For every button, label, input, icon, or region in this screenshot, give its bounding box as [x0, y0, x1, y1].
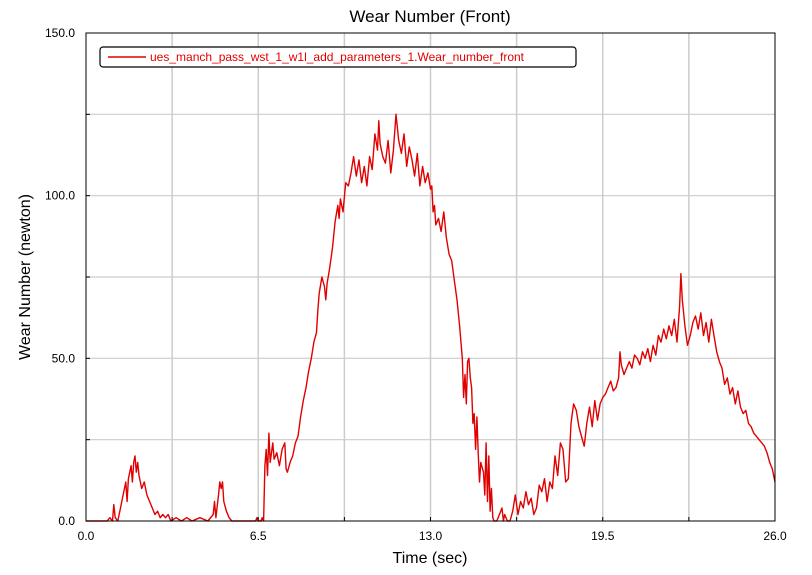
chart-title: Wear Number (Front) [349, 7, 510, 26]
legend-box [99, 46, 577, 68]
series-line [86, 113, 776, 522]
legend-entry: ues_manch_pass_wst_1_w1l_add_parameters_… [150, 50, 525, 64]
x-axis-title: Time (sec) [393, 550, 468, 567]
x-tick-label: 19.5 [591, 529, 615, 543]
y-tick-label: 0.0 [58, 514, 75, 528]
y-tick-label: 100.0 [45, 189, 75, 203]
grid-lines [86, 33, 775, 521]
y-tick-label: 50.0 [52, 351, 76, 365]
legend: ues_manch_pass_wst_1_w1l_add_parameters_… [99, 46, 577, 68]
x-tick-label: 13.0 [419, 529, 443, 543]
x-tick-label: 6.5 [250, 529, 267, 543]
y-tick-label: 150.0 [45, 26, 75, 40]
y-axis-title: Wear Number (newton) [17, 194, 34, 360]
x-tick-label: 0.0 [78, 529, 95, 543]
axis-ticks: 0.0 6.5 13.0 19.5 26.0 0.0 50.0 100.0 150.0 [45, 26, 787, 543]
x-tick-label: 26.0 [763, 529, 787, 543]
series-layer [86, 113, 776, 522]
